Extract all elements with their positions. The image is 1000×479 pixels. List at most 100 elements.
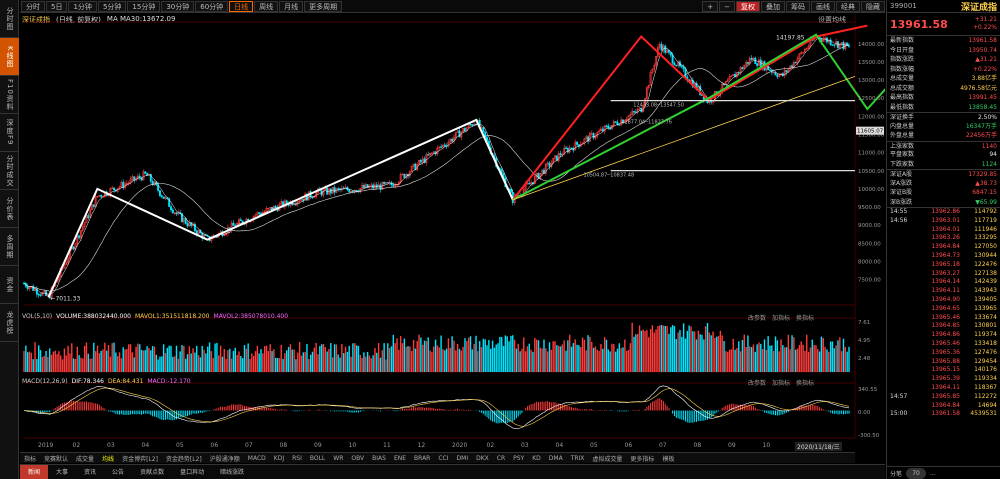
- news-tab-3[interactable]: 公告: [112, 468, 125, 476]
- level-annotation: 11877.04─11827.76: [621, 120, 672, 126]
- candle-body: [190, 222, 193, 226]
- nav-item-8[interactable]: 龙虎榜: [0, 304, 19, 342]
- nav-item-2[interactable]: F10资料: [0, 76, 19, 114]
- tool-5[interactable]: 画线: [811, 0, 835, 12]
- period-6[interactable]: 60分钟: [195, 0, 229, 12]
- period-5[interactable]: 30分钟: [161, 0, 195, 12]
- news-tab-6[interactable]: 暗线涨跌: [220, 468, 245, 476]
- indicator-19[interactable]: CR: [496, 454, 506, 462]
- nav-item-4[interactable]: 分时成交: [0, 152, 19, 190]
- indicator-5[interactable]: 资金趋势[L2]: [165, 455, 202, 463]
- indicator-17[interactable]: DMI: [456, 454, 469, 462]
- indicator-15[interactable]: BRAR: [414, 454, 431, 462]
- indicator-6[interactable]: 沪股通净额: [209, 455, 240, 463]
- nav-item-1[interactable]: K线图: [0, 38, 19, 76]
- indicator-10[interactable]: BOLL: [309, 454, 326, 462]
- volume-bar: [798, 344, 801, 372]
- volume-bar: [607, 349, 609, 372]
- tool-0[interactable]: +: [702, 0, 719, 12]
- indicator-23[interactable]: TRIX: [570, 454, 585, 462]
- indicator-14[interactable]: ENE: [393, 454, 407, 462]
- macd-add-indicator[interactable]: 加指标: [772, 380, 791, 387]
- volume-bar: [699, 334, 701, 372]
- period-2[interactable]: 1分钟: [68, 0, 97, 12]
- volume-bar: [172, 356, 174, 372]
- indicator-0[interactable]: 指标: [24, 455, 37, 463]
- period-7[interactable]: 日线: [229, 0, 254, 12]
- indicator-12[interactable]: OBV: [351, 454, 365, 462]
- tick-list[interactable]: 14:55 13962.86 114792 14:56 13963.01 117719 13…: [887, 207, 1000, 419]
- period-4[interactable]: 15分钟: [127, 0, 161, 12]
- vol-switch-indicator[interactable]: 换指标: [796, 315, 815, 322]
- tool-6[interactable]: 经典: [836, 0, 860, 12]
- indicator-22[interactable]: DMA: [548, 454, 563, 462]
- news-tab-5[interactable]: 盘口异动: [180, 468, 205, 476]
- period-0[interactable]: 分时: [21, 0, 45, 12]
- news-tab-1[interactable]: 大事: [56, 468, 69, 476]
- volume-bar: [315, 342, 317, 372]
- news-tab-4[interactable]: 贡献点数: [140, 468, 165, 476]
- period-8[interactable]: 周线: [254, 0, 279, 12]
- tool-1[interactable]: −: [719, 0, 735, 12]
- volume-bar: [407, 346, 409, 372]
- indicator-7[interactable]: MACD: [247, 454, 266, 462]
- tool-2[interactable]: 复权: [736, 0, 760, 12]
- macd-switch-indicator[interactable]: 换指标: [796, 380, 815, 387]
- indicator-3[interactable]: 均线: [102, 455, 115, 463]
- vol-add-indicator[interactable]: 加指标: [772, 315, 791, 322]
- period-9[interactable]: 月线: [279, 0, 304, 12]
- tick-row: 14:56 13963.01 117719: [887, 217, 1000, 226]
- macd-change-params[interactable]: 改参数: [748, 380, 767, 387]
- indicator-21[interactable]: KD: [532, 454, 541, 462]
- volume-bar: [835, 345, 837, 372]
- nav-item-6[interactable]: 多周期: [0, 228, 19, 266]
- tool-7[interactable]: 隐藏: [861, 0, 885, 12]
- price-axis-label: 12500.00: [858, 96, 885, 102]
- indicator-18[interactable]: DKX: [476, 454, 489, 462]
- news-tab-0[interactable]: 新闻: [20, 464, 49, 479]
- indicator-8[interactable]: KDJ: [273, 454, 285, 462]
- candle-body: [197, 230, 200, 235]
- kline-chart[interactable]: 14000.00 13500.00 13000.00 12500.00 12000.00…: [20, 0, 885, 441]
- tick-row: 13965.88 129454: [887, 358, 1000, 367]
- tool-3[interactable]: 叠加: [761, 0, 785, 12]
- indicator-16[interactable]: CCI: [438, 454, 449, 462]
- wave-line-white: [47, 118, 514, 298]
- news-tab-2[interactable]: 资讯: [84, 468, 97, 476]
- indicator-4[interactable]: 资金博弈[L2]: [122, 455, 158, 463]
- low-annotation: ←7011.33: [50, 295, 80, 302]
- more-icon[interactable]: ...: [930, 469, 936, 477]
- indicator-13[interactable]: BIAS: [372, 454, 386, 462]
- tick-tab[interactable]: 分笔: [890, 470, 903, 478]
- indicator-11[interactable]: WR: [333, 454, 344, 462]
- volume-bar: [157, 359, 159, 372]
- volume-bar: [151, 346, 154, 372]
- nav-item-7[interactable]: 资金: [0, 266, 19, 304]
- indicator-26[interactable]: 模板: [662, 455, 675, 463]
- nav-item-3[interactable]: 深度F9: [0, 114, 19, 152]
- volume-bar: [354, 343, 356, 372]
- candle-body: [274, 205, 277, 208]
- indicator-9[interactable]: RSI: [292, 454, 302, 462]
- candle-body: [92, 204, 95, 208]
- tick-price: 13965.36: [931, 348, 960, 356]
- tool-4[interactable]: 筹码: [786, 0, 810, 12]
- indicator-2[interactable]: 成交量: [76, 455, 95, 463]
- date-tick: 06: [210, 442, 219, 449]
- indicator-24[interactable]: 虚拟成交量: [592, 455, 623, 463]
- nav-item-0[interactable]: 分时图: [0, 0, 19, 38]
- stat-row: 指数涨幅 +0.22%: [887, 65, 1000, 75]
- volume-bar: [313, 347, 316, 372]
- nav-item-5[interactable]: 分价表: [0, 190, 19, 228]
- ma-settings-button[interactable]: 设置均线: [818, 16, 846, 24]
- period-10[interactable]: 更多周期: [304, 0, 343, 12]
- vol-change-params[interactable]: 改参数: [748, 315, 767, 322]
- candle-body: [666, 50, 669, 53]
- indicator-25[interactable]: 更多指标: [630, 455, 655, 463]
- period-1[interactable]: 5日: [46, 0, 68, 12]
- volume-bar: [730, 349, 733, 372]
- volume-bar: [554, 341, 556, 372]
- indicator-1[interactable]: 竞赛默认: [44, 455, 69, 463]
- period-3[interactable]: 5分钟: [97, 0, 127, 12]
- indicator-20[interactable]: PSY: [513, 454, 525, 462]
